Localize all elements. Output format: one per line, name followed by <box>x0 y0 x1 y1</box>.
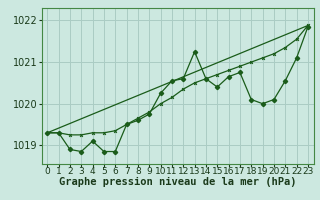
X-axis label: Graphe pression niveau de la mer (hPa): Graphe pression niveau de la mer (hPa) <box>59 177 296 187</box>
